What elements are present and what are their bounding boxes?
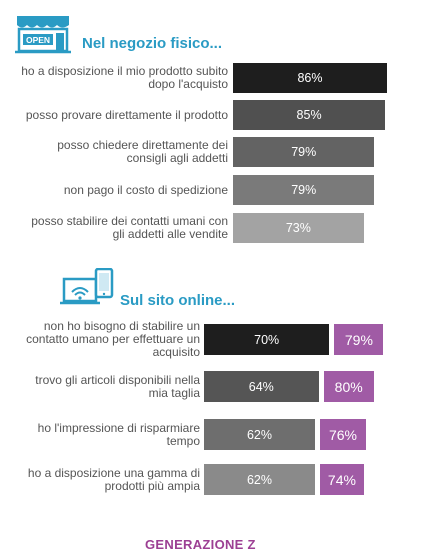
store-row-label: posso chiedere direttamente dei consigli… [57,138,228,165]
genz-bar: 80% [323,371,374,402]
store-row-label: non pago il costo di spedizione [63,182,228,197]
genz-footer-label: GENERAZIONE Z [145,537,256,552]
genz-bar: 79% [334,324,384,355]
online-row-label: non ho bisogno di stabilire un contatto … [26,319,200,359]
online-section-title: Sul sito online... [120,292,236,309]
store-row-label: posso stabilire dei contatti umani con g… [31,214,228,241]
genz-bar: 74% [319,464,364,495]
online-bar: 62% [204,419,315,450]
store-bar: 73% [233,213,364,243]
online-row-label: ho l'impressione di risparmiare tempo [37,420,200,448]
online-bar: 70% [204,324,330,355]
store-bar: 79% [233,137,375,167]
store-open-icon: OPEN [14,15,72,55]
devices-icon [60,267,116,308]
online-row-label: ho a disposizione una gamma di prodotti … [27,465,200,493]
online-bar: 64% [204,371,319,402]
store-bar: 85% [233,100,386,130]
genz-bar: 76% [319,419,367,450]
online-bar: 62% [204,464,315,495]
store-section-title: Nel negozio fisico... [82,35,223,52]
store-row-label: ho a disposizione il mio prodotto subito… [21,64,228,91]
online-row-label: trovo gli articoli disponibili nella mia… [35,372,200,400]
svg-text:OPEN: OPEN [26,35,50,45]
store-bar: 86% [233,63,387,93]
store-row-label: posso provare direttamente il prodotto [25,107,228,122]
store-bar: 79% [233,175,375,205]
